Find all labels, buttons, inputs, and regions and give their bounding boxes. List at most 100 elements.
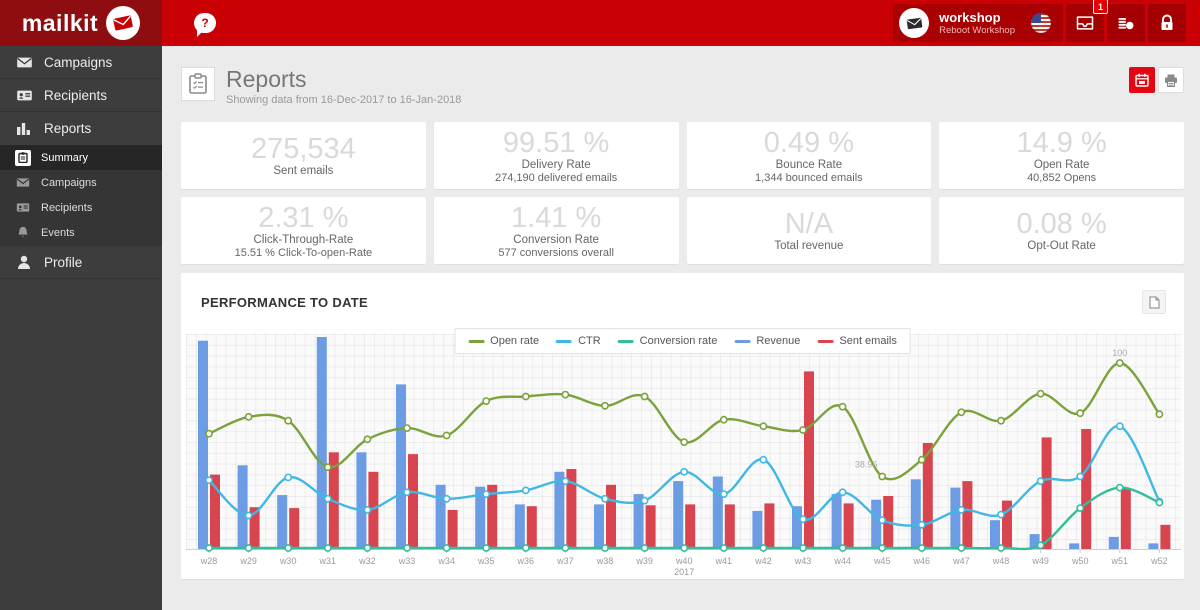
bar-sent-emails-w48[interactable] [1002,500,1012,549]
point-ctr-w42[interactable] [759,455,768,464]
bar-sent-emails-w34[interactable] [447,509,458,549]
bar-sent-emails-w38[interactable] [606,484,616,549]
sidebar-item-reports[interactable]: Reports [0,112,162,145]
point-ctr-w31[interactable] [323,494,332,503]
point-open-rate-w43[interactable] [799,426,807,434]
point-open-rate-w34[interactable] [442,431,451,440]
point-conversion-rate-w39[interactable] [640,544,649,552]
bar-revenue-w46[interactable] [910,479,921,549]
bar-revenue-w50[interactable] [1069,543,1080,549]
point-conversion-rate-w48[interactable] [997,544,1005,552]
point-ctr-w36[interactable] [521,486,530,495]
point-ctr-w46[interactable] [917,520,926,529]
inbox-button[interactable]: 1 [1066,0,1108,42]
point-conversion-rate-w30[interactable] [284,544,293,552]
bar-sent-emails-w30[interactable] [289,508,300,549]
sidebar-item-profile[interactable]: Profile [0,246,162,279]
point-ctr-w41[interactable] [719,490,728,498]
legend-item-conversion-rate[interactable]: Conversion rate [617,335,717,347]
bar-sent-emails-w29[interactable] [249,507,260,549]
bar-sent-emails-w49[interactable] [1041,437,1052,549]
logout-button[interactable] [1148,4,1186,42]
bar-sent-emails-w52[interactable] [1160,524,1171,549]
bar-revenue-w51[interactable] [1108,536,1119,549]
point-ctr-w51[interactable] [1115,422,1124,431]
point-open-rate-w36[interactable] [521,392,530,401]
bar-revenue-w52[interactable] [1148,543,1159,549]
point-open-rate-w33[interactable] [403,424,411,432]
point-ctr-w34[interactable] [442,494,451,503]
point-open-rate-w51[interactable] [1115,359,1124,367]
bar-sent-emails-w50[interactable] [1081,429,1092,549]
legend-item-open-rate[interactable]: Open rate [468,335,539,347]
point-open-rate-w32[interactable] [363,435,372,444]
bar-revenue-w47[interactable] [950,487,961,549]
point-ctr-w40[interactable] [680,467,689,476]
bar-sent-emails-w37[interactable] [566,469,577,549]
point-conversion-rate-w33[interactable] [403,544,411,552]
point-ctr-w49[interactable] [1036,477,1045,485]
point-ctr-w28[interactable] [205,476,213,485]
bar-sent-emails-w44[interactable] [843,503,854,549]
bar-sent-emails-w51[interactable] [1120,488,1131,549]
point-conversion-rate-w49[interactable] [1036,541,1045,550]
bar-sent-emails-w39[interactable] [645,505,656,549]
bar-revenue-w49[interactable] [1029,534,1040,549]
billing-button[interactable] [1107,4,1145,42]
bar-revenue-w48[interactable] [990,520,1000,549]
bar-revenue-w42[interactable] [752,510,763,549]
bar-sent-emails-w33[interactable] [408,454,418,549]
point-open-rate-w39[interactable] [640,392,649,401]
bar-revenue-w32[interactable] [356,452,367,549]
point-conversion-rate-w29[interactable] [244,544,253,552]
sidebar-item-recipients[interactable]: Recipients [0,79,162,112]
point-open-rate-w44[interactable] [838,402,847,411]
point-conversion-rate-w32[interactable] [363,544,372,552]
bar-revenue-w30[interactable] [277,495,288,549]
legend-item-ctr[interactable]: CTR [556,335,601,347]
print-button[interactable] [1158,67,1184,93]
point-open-rate-w41[interactable] [719,415,728,424]
point-conversion-rate-w50[interactable] [1076,504,1085,512]
bar-sent-emails-w42[interactable] [764,503,775,549]
bar-revenue-w34[interactable] [435,484,446,549]
point-conversion-rate-w43[interactable] [799,544,807,552]
point-conversion-rate-w45[interactable] [878,544,887,552]
point-conversion-rate-w52[interactable] [1155,498,1164,507]
chart-export-button[interactable] [1142,290,1166,314]
point-open-rate-w31[interactable] [323,463,332,472]
bar-sent-emails-w40[interactable] [685,504,696,549]
bar-revenue-w33[interactable] [396,384,406,549]
performance-chart-svg[interactable]: w28 w29 w30 w31 w32 w33 w34 w35 w36 w37 w38 w39 w40 w… [186,334,1181,584]
point-conversion-rate-w35[interactable] [482,544,491,552]
bar-revenue-w40[interactable] [673,481,684,549]
point-open-rate-w42[interactable] [759,422,768,431]
bar-sent-emails-w28[interactable] [210,474,220,549]
legend-item-sent-emails[interactable]: Sent emails [817,335,897,347]
point-ctr-w37[interactable] [561,477,570,485]
point-ctr-w29[interactable] [244,511,253,520]
bar-sent-emails-w35[interactable] [487,484,498,549]
point-conversion-rate-w37[interactable] [561,544,570,552]
line-conversion-rate[interactable] [209,486,1160,551]
point-conversion-rate-w46[interactable] [917,544,926,552]
point-open-rate-w30[interactable] [284,416,293,425]
submenu-item-recipients[interactable]: Recipients [0,195,162,220]
point-open-rate-w47[interactable] [957,408,966,417]
submenu-item-summary[interactable]: Summary [0,145,162,170]
point-ctr-w43[interactable] [799,515,807,524]
point-conversion-rate-w44[interactable] [838,544,847,552]
point-conversion-rate-w36[interactable] [521,544,530,552]
bar-revenue-w35[interactable] [475,486,486,549]
bar-revenue-w38[interactable] [594,504,604,549]
point-ctr-w44[interactable] [838,488,847,497]
point-ctr-w35[interactable] [482,490,491,498]
legend-item-revenue[interactable]: Revenue [734,335,800,347]
point-ctr-w45[interactable] [878,516,887,525]
point-conversion-rate-w51[interactable] [1115,483,1124,492]
bar-revenue-w45[interactable] [871,499,882,549]
help-icon[interactable]: ? [194,13,216,37]
point-conversion-rate-w38[interactable] [601,544,609,552]
point-open-rate-w35[interactable] [482,397,491,405]
point-ctr-w47[interactable] [957,505,966,514]
